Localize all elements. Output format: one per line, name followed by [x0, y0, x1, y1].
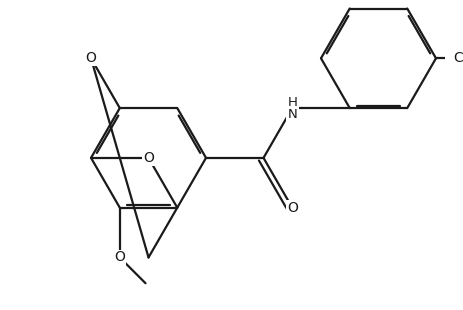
- Text: Cl: Cl: [452, 51, 463, 65]
- Text: O: O: [85, 51, 96, 65]
- Text: O: O: [143, 151, 154, 165]
- Text: O: O: [114, 250, 125, 264]
- Text: O: O: [286, 201, 297, 215]
- Text: H
N: H N: [287, 95, 296, 121]
